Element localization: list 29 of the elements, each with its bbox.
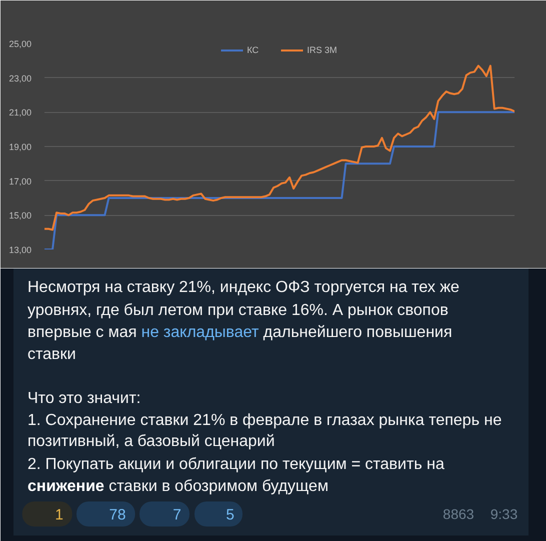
- y-tick-label: 23,00: [8, 73, 32, 84]
- text: 1: [55, 506, 64, 524]
- text: впервые с мая: [28, 324, 137, 341]
- y-tick-label: 13,00: [8, 245, 32, 255]
- text: не закладывает: [141, 324, 260, 341]
- text: 9:33: [490, 506, 518, 522]
- legend-label: КС: [246, 45, 260, 55]
- text: снижение: [28, 478, 104, 495]
- text: уровнях, где был летом при ставке 16%. А рынок свопов: [28, 302, 448, 319]
- y-tick-label: 15,00: [8, 210, 32, 221]
- y-tick-label: 25,00: [8, 39, 32, 49]
- legend-label: IRS 3M: [306, 45, 338, 55]
- y-tick-label: 19,00: [8, 142, 32, 152]
- text: ставки в обозримом будущем: [108, 478, 328, 495]
- text: дальнейшего повышения: [263, 324, 452, 341]
- text: позитивный, а базовый сценарий: [28, 433, 275, 450]
- text: ставки: [28, 346, 76, 363]
- line-series: [44, 64, 514, 231]
- text: 8863: [442, 506, 474, 522]
- text: Что это значит:: [28, 390, 141, 407]
- text: 2. Покупать акции и облигации по текущим = ставить на: [28, 456, 444, 473]
- text: 78: [109, 506, 126, 524]
- y-tick-label: 17,00: [8, 176, 32, 186]
- text: Несмотря на ставку 21%, индекс ОФЗ торгуется на тех же: [28, 279, 460, 296]
- text: 1. Сохранение ставки 21% в феврале в глазах рынка теперь не: [28, 412, 502, 429]
- text: 5: [226, 506, 234, 524]
- line-series: [44, 111, 514, 250]
- text: 7: [172, 506, 182, 524]
- y-tick-label: 21,00: [8, 108, 32, 118]
